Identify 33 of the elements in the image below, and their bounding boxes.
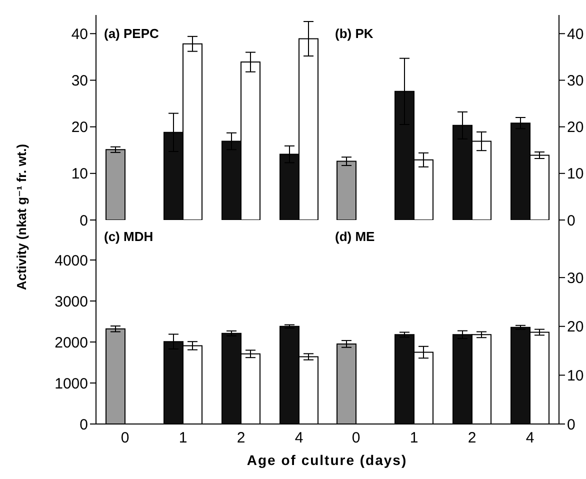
y-tick-label: 10 [71,166,88,183]
y-axis-title: Activity (nkat g⁻¹ fr. wt.) [14,142,30,292]
y-tick-label: 1000 [54,375,88,392]
y-tick-label: 3000 [54,293,88,310]
y-tick-label: 0 [567,416,576,434]
x-tick-label: 0 [352,430,360,447]
y-tick-label: 2000 [54,334,88,352]
x-tick-label: 1 [178,430,188,447]
text: (a) PEPC [104,26,159,41]
y-tick-label: 10 [567,166,584,183]
text: (d) ME [335,229,375,244]
y-tick-label: 4000 [54,252,88,270]
y-tick-label: 30 [71,72,88,90]
y-tick-label: 20 [71,119,88,136]
y-tick-label: 20 [567,119,584,136]
y-tick-label: 30 [567,270,584,287]
text: (b) PK [335,26,374,41]
x-tick-label: 1 [410,430,418,447]
y-tick-label: 20 [567,318,584,336]
x-axis-title: Age of culture (days) [246,452,408,468]
x-tick-label: 2 [468,430,476,447]
x-tick-label: 0 [120,430,130,447]
y-tick-label: 40 [567,26,584,43]
x-tick-label: 4 [526,430,534,447]
y-tick-label: 30 [567,72,584,90]
x-tick-label: 4 [294,430,304,447]
y-tick-label: 40 [71,26,88,43]
y-tick-label: 0 [80,416,88,434]
y-tick-label: 10 [567,368,584,385]
y-tick-label: 0 [567,212,576,230]
y-tick-label: 0 [80,212,88,230]
x-tick-label: 2 [236,430,246,447]
text: (c) MDH [104,229,154,244]
